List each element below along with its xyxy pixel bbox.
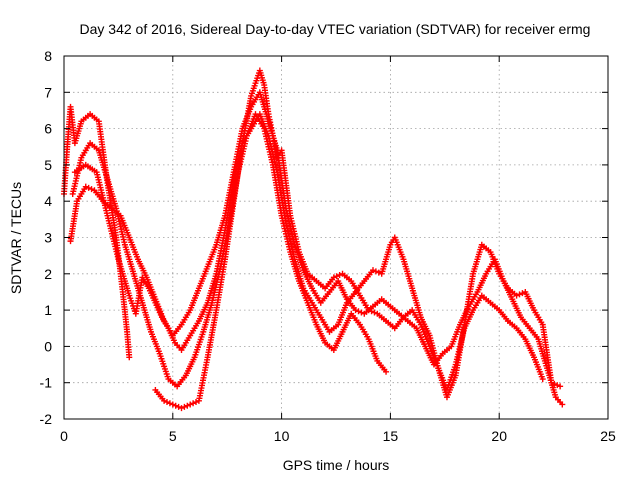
data-point-marker xyxy=(372,268,379,275)
data-point xyxy=(559,401,566,408)
data-point xyxy=(365,307,372,314)
data-point-marker xyxy=(184,402,191,409)
data-point xyxy=(126,354,133,361)
data-point-marker xyxy=(190,400,197,407)
data-point-marker xyxy=(375,269,382,276)
data-point-marker xyxy=(166,400,173,407)
y-tick-label: -1 xyxy=(40,375,53,391)
data-point xyxy=(557,383,564,390)
y-tick-label: 0 xyxy=(44,338,52,354)
data-point-marker xyxy=(163,399,170,406)
series-4 xyxy=(71,111,546,393)
y-tick-label: -2 xyxy=(40,411,53,427)
y-tick-label: 6 xyxy=(44,121,52,137)
data-point-marker xyxy=(85,184,92,191)
x-axis-title: GPS time / hours xyxy=(283,457,390,473)
x-tick-label: 15 xyxy=(383,428,399,444)
y-tick-label: 4 xyxy=(44,193,52,209)
data-series xyxy=(61,67,566,412)
x-tick-label: 20 xyxy=(491,428,507,444)
data-point-marker xyxy=(193,399,200,406)
data-point xyxy=(187,401,194,408)
y-tick-label: 7 xyxy=(44,84,52,100)
tick-labels: 0 5 10 15 20 25 -2 -1 0 1 2 3 4 5 6 7 8 xyxy=(40,48,616,444)
data-point-marker xyxy=(336,272,343,279)
data-point-marker xyxy=(554,382,561,389)
data-point-marker xyxy=(551,380,558,387)
data-point-marker xyxy=(88,186,95,193)
y-tick-label: 8 xyxy=(44,48,52,64)
chart-title: Day 342 of 2016, Sidereal Day-to-day VTE… xyxy=(80,21,591,37)
data-point xyxy=(383,368,390,375)
axis-ticks xyxy=(63,55,609,420)
data-point-marker xyxy=(355,308,362,315)
data-point xyxy=(352,307,359,314)
data-point-marker xyxy=(181,403,188,410)
series-2 xyxy=(67,89,566,408)
y-tick-label: 3 xyxy=(44,230,52,246)
x-tick-label: 5 xyxy=(169,428,177,444)
data-point-marker xyxy=(516,291,523,298)
data-point-marker xyxy=(368,308,375,315)
data-point-marker xyxy=(172,402,179,409)
data-point-marker xyxy=(333,273,340,280)
data-point xyxy=(330,274,337,281)
data-point-marker xyxy=(358,309,365,316)
data-point xyxy=(548,379,555,386)
data-point xyxy=(513,292,520,299)
series-5 xyxy=(152,67,564,412)
series-line xyxy=(74,112,544,392)
data-point-marker xyxy=(519,290,526,297)
x-tick-label: 25 xyxy=(600,428,616,444)
y-tick-label: 5 xyxy=(44,157,52,173)
y-axis-title: SDTVAR / TECUs xyxy=(8,182,24,294)
y-tick-label: 1 xyxy=(44,302,52,318)
data-point xyxy=(539,376,546,383)
x-tick-label: 10 xyxy=(274,428,290,444)
grid-lines xyxy=(64,56,608,419)
y-tick-label: 2 xyxy=(44,266,52,282)
data-point-marker xyxy=(371,309,378,316)
data-point xyxy=(82,183,89,190)
data-point xyxy=(169,401,176,408)
data-point xyxy=(161,397,168,404)
data-point xyxy=(369,267,376,274)
x-tick-label: 0 xyxy=(60,428,68,444)
data-point-marker xyxy=(175,403,182,410)
data-point xyxy=(178,405,185,412)
